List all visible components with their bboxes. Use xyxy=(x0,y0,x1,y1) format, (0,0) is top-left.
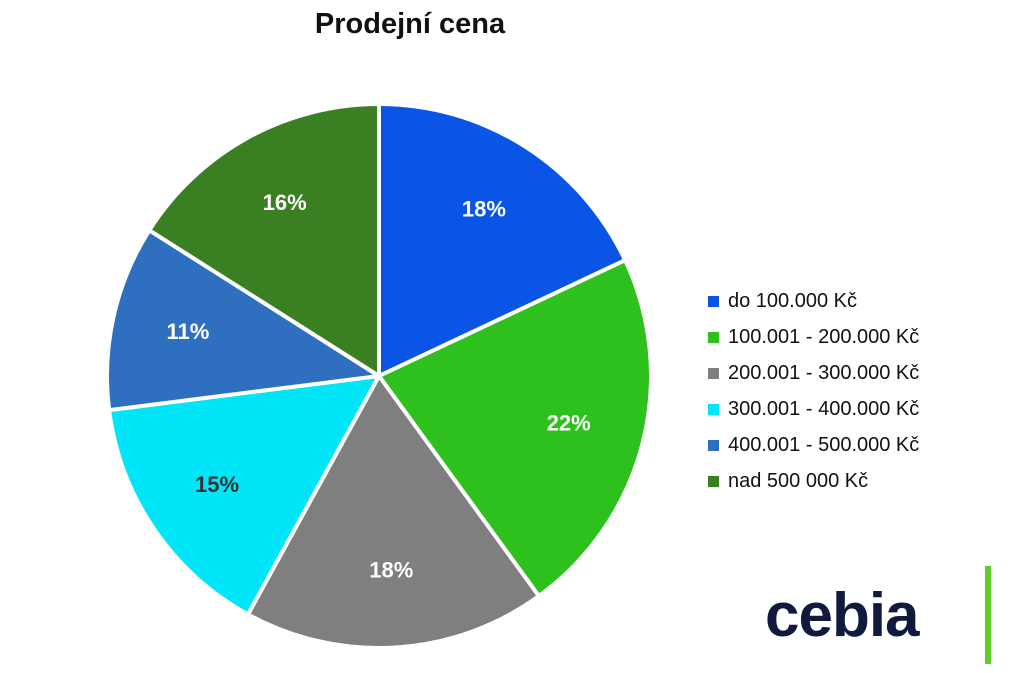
legend-swatch xyxy=(708,367,719,379)
legend-label: 400.001 - 500.000 Kč xyxy=(728,433,920,456)
slice-label: 11% xyxy=(166,319,209,344)
legend-label: do 100.000 Kč xyxy=(728,289,857,312)
pie-chart: 18% 22% 18% 15% 11% 16% xyxy=(105,102,653,650)
legend-label: 200.001 - 300.000 Kč xyxy=(728,361,920,384)
slice-label: 18% xyxy=(369,557,413,582)
legend-item: 400.001 - 500.000 Kč xyxy=(708,427,919,463)
legend-item: 100.001 - 200.000 Kč xyxy=(708,319,919,355)
legend-swatch xyxy=(708,331,719,343)
pie-slice xyxy=(107,374,381,617)
legend-swatch xyxy=(708,403,719,415)
legend-swatch xyxy=(708,295,719,307)
chart-legend: do 100.000 Kč 100.001 - 200.000 Kč 200.001… xyxy=(708,283,919,499)
pie-slice xyxy=(377,102,628,378)
slice-label: 18% xyxy=(462,196,506,221)
slice-label: 15% xyxy=(195,472,239,497)
legend-swatch xyxy=(708,439,719,451)
slice-label: 22% xyxy=(547,411,591,436)
logo-accent-bar xyxy=(985,566,991,664)
legend-item: do 100.000 Kč xyxy=(708,283,919,319)
pie-slice xyxy=(105,228,381,413)
legend-swatch xyxy=(708,475,719,487)
pie-slice xyxy=(377,258,653,599)
legend-item: nad 500 000 Kč xyxy=(708,463,919,499)
chart-title: Prodejní cena xyxy=(314,8,506,40)
pie-slice xyxy=(147,102,381,378)
legend-label: 300.001 - 400.000 Kč xyxy=(728,397,920,420)
cebia-logo: cebia xyxy=(765,581,920,650)
legend-label: 100.001 - 200.000 Kč xyxy=(728,325,920,348)
legend-label: nad 500 000 Kč xyxy=(728,469,869,492)
legend-item: 300.001 - 400.000 Kč xyxy=(708,391,919,427)
legend-item: 200.001 - 300.000 Kč xyxy=(708,355,919,391)
slice-label: 16% xyxy=(263,190,307,215)
pie-slice xyxy=(245,374,541,650)
